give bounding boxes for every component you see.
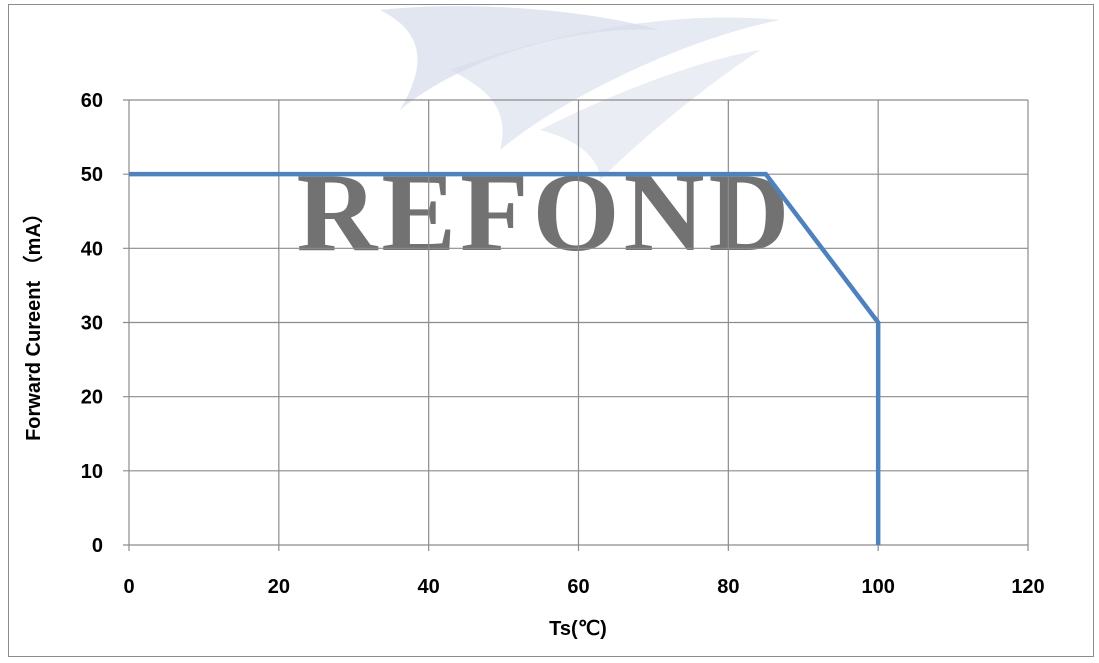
y-tick-label: 30 (81, 313, 103, 335)
x-tick-label: 20 (268, 576, 290, 598)
y-tick-label: 0 (92, 535, 103, 557)
x-axis-label: Ts(℃) (549, 618, 607, 640)
watermark: REFOND (297, 6, 794, 275)
y-tick-label: 40 (81, 238, 103, 260)
x-tick-label: 80 (717, 576, 739, 598)
y-tick-label: 60 (81, 90, 103, 112)
y-tick-label: 10 (81, 461, 103, 483)
x-tick-label: 40 (418, 576, 440, 598)
axes: 0 10 20 30 40 50 60 0 20 40 60 80 100 120 (81, 90, 1045, 598)
x-tick-label: 120 (1011, 576, 1044, 598)
watermark-text: REFOND (297, 151, 794, 275)
x-tick-label: 0 (123, 576, 134, 598)
series-layer (129, 171, 881, 545)
x-tick-label: 60 (567, 576, 589, 598)
y-tick-label: 50 (81, 164, 103, 186)
x-tick-label: 100 (861, 576, 894, 598)
series-line (129, 171, 881, 545)
watermark-swoosh (450, 17, 780, 150)
y-axis-label: Forward Cureent （mA） (22, 203, 45, 441)
watermark-swoosh (540, 50, 760, 180)
y-tick-label: 20 (81, 387, 103, 409)
